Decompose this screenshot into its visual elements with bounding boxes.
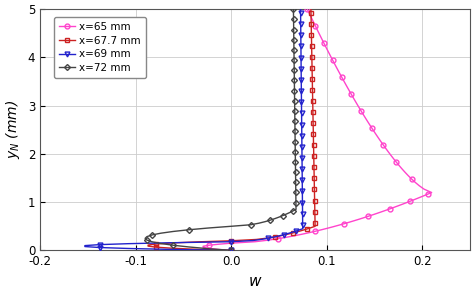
Line: x=65 mm: x=65 mm [201, 7, 434, 253]
x=67.7 mm [310, 125, 316, 129]
x=65 mm [429, 191, 435, 194]
x=67.7 mm [308, 7, 314, 11]
x=72 mm [291, 7, 296, 11]
x=67.7 mm [311, 169, 317, 173]
x=69 mm [298, 7, 303, 11]
Legend: x=65 mm, x=67.7 mm, x=69 mm, x=72 mm: x=65 mm, x=67.7 mm, x=69 mm, x=72 mm [54, 17, 146, 78]
x=72 mm [293, 204, 299, 208]
x=67.7 mm [310, 110, 316, 114]
x=65 mm [304, 7, 310, 11]
x=72 mm [228, 249, 234, 252]
x=67.7 mm [228, 249, 234, 252]
x=65 mm [228, 249, 234, 252]
x=65 mm [374, 212, 380, 215]
x=69 mm [299, 100, 304, 104]
x=69 mm [299, 127, 305, 130]
x=67.7 mm [310, 99, 316, 103]
x=69 mm [299, 112, 304, 115]
x=65 mm [318, 35, 323, 38]
x=65 mm [391, 157, 396, 160]
x=72 mm [293, 208, 299, 211]
Line: x=69 mm: x=69 mm [82, 7, 305, 253]
x=69 mm [299, 171, 305, 175]
X-axis label: $w$: $w$ [248, 274, 262, 289]
x=65 mm [299, 232, 305, 236]
x=69 mm [298, 41, 304, 45]
x=72 mm [293, 194, 299, 197]
Y-axis label: $y_N$ (mm): $y_N$ (mm) [4, 100, 22, 159]
x=72 mm [291, 24, 297, 28]
Line: x=72 mm: x=72 mm [143, 7, 298, 253]
x=65 mm [399, 167, 405, 171]
x=67.7 mm [309, 40, 314, 44]
x=72 mm [228, 224, 234, 228]
x=69 mm [299, 123, 304, 126]
Line: x=67.7 mm: x=67.7 mm [146, 7, 318, 253]
x=72 mm [292, 150, 298, 154]
x=69 mm [228, 249, 234, 252]
x=67.7 mm [310, 122, 316, 125]
